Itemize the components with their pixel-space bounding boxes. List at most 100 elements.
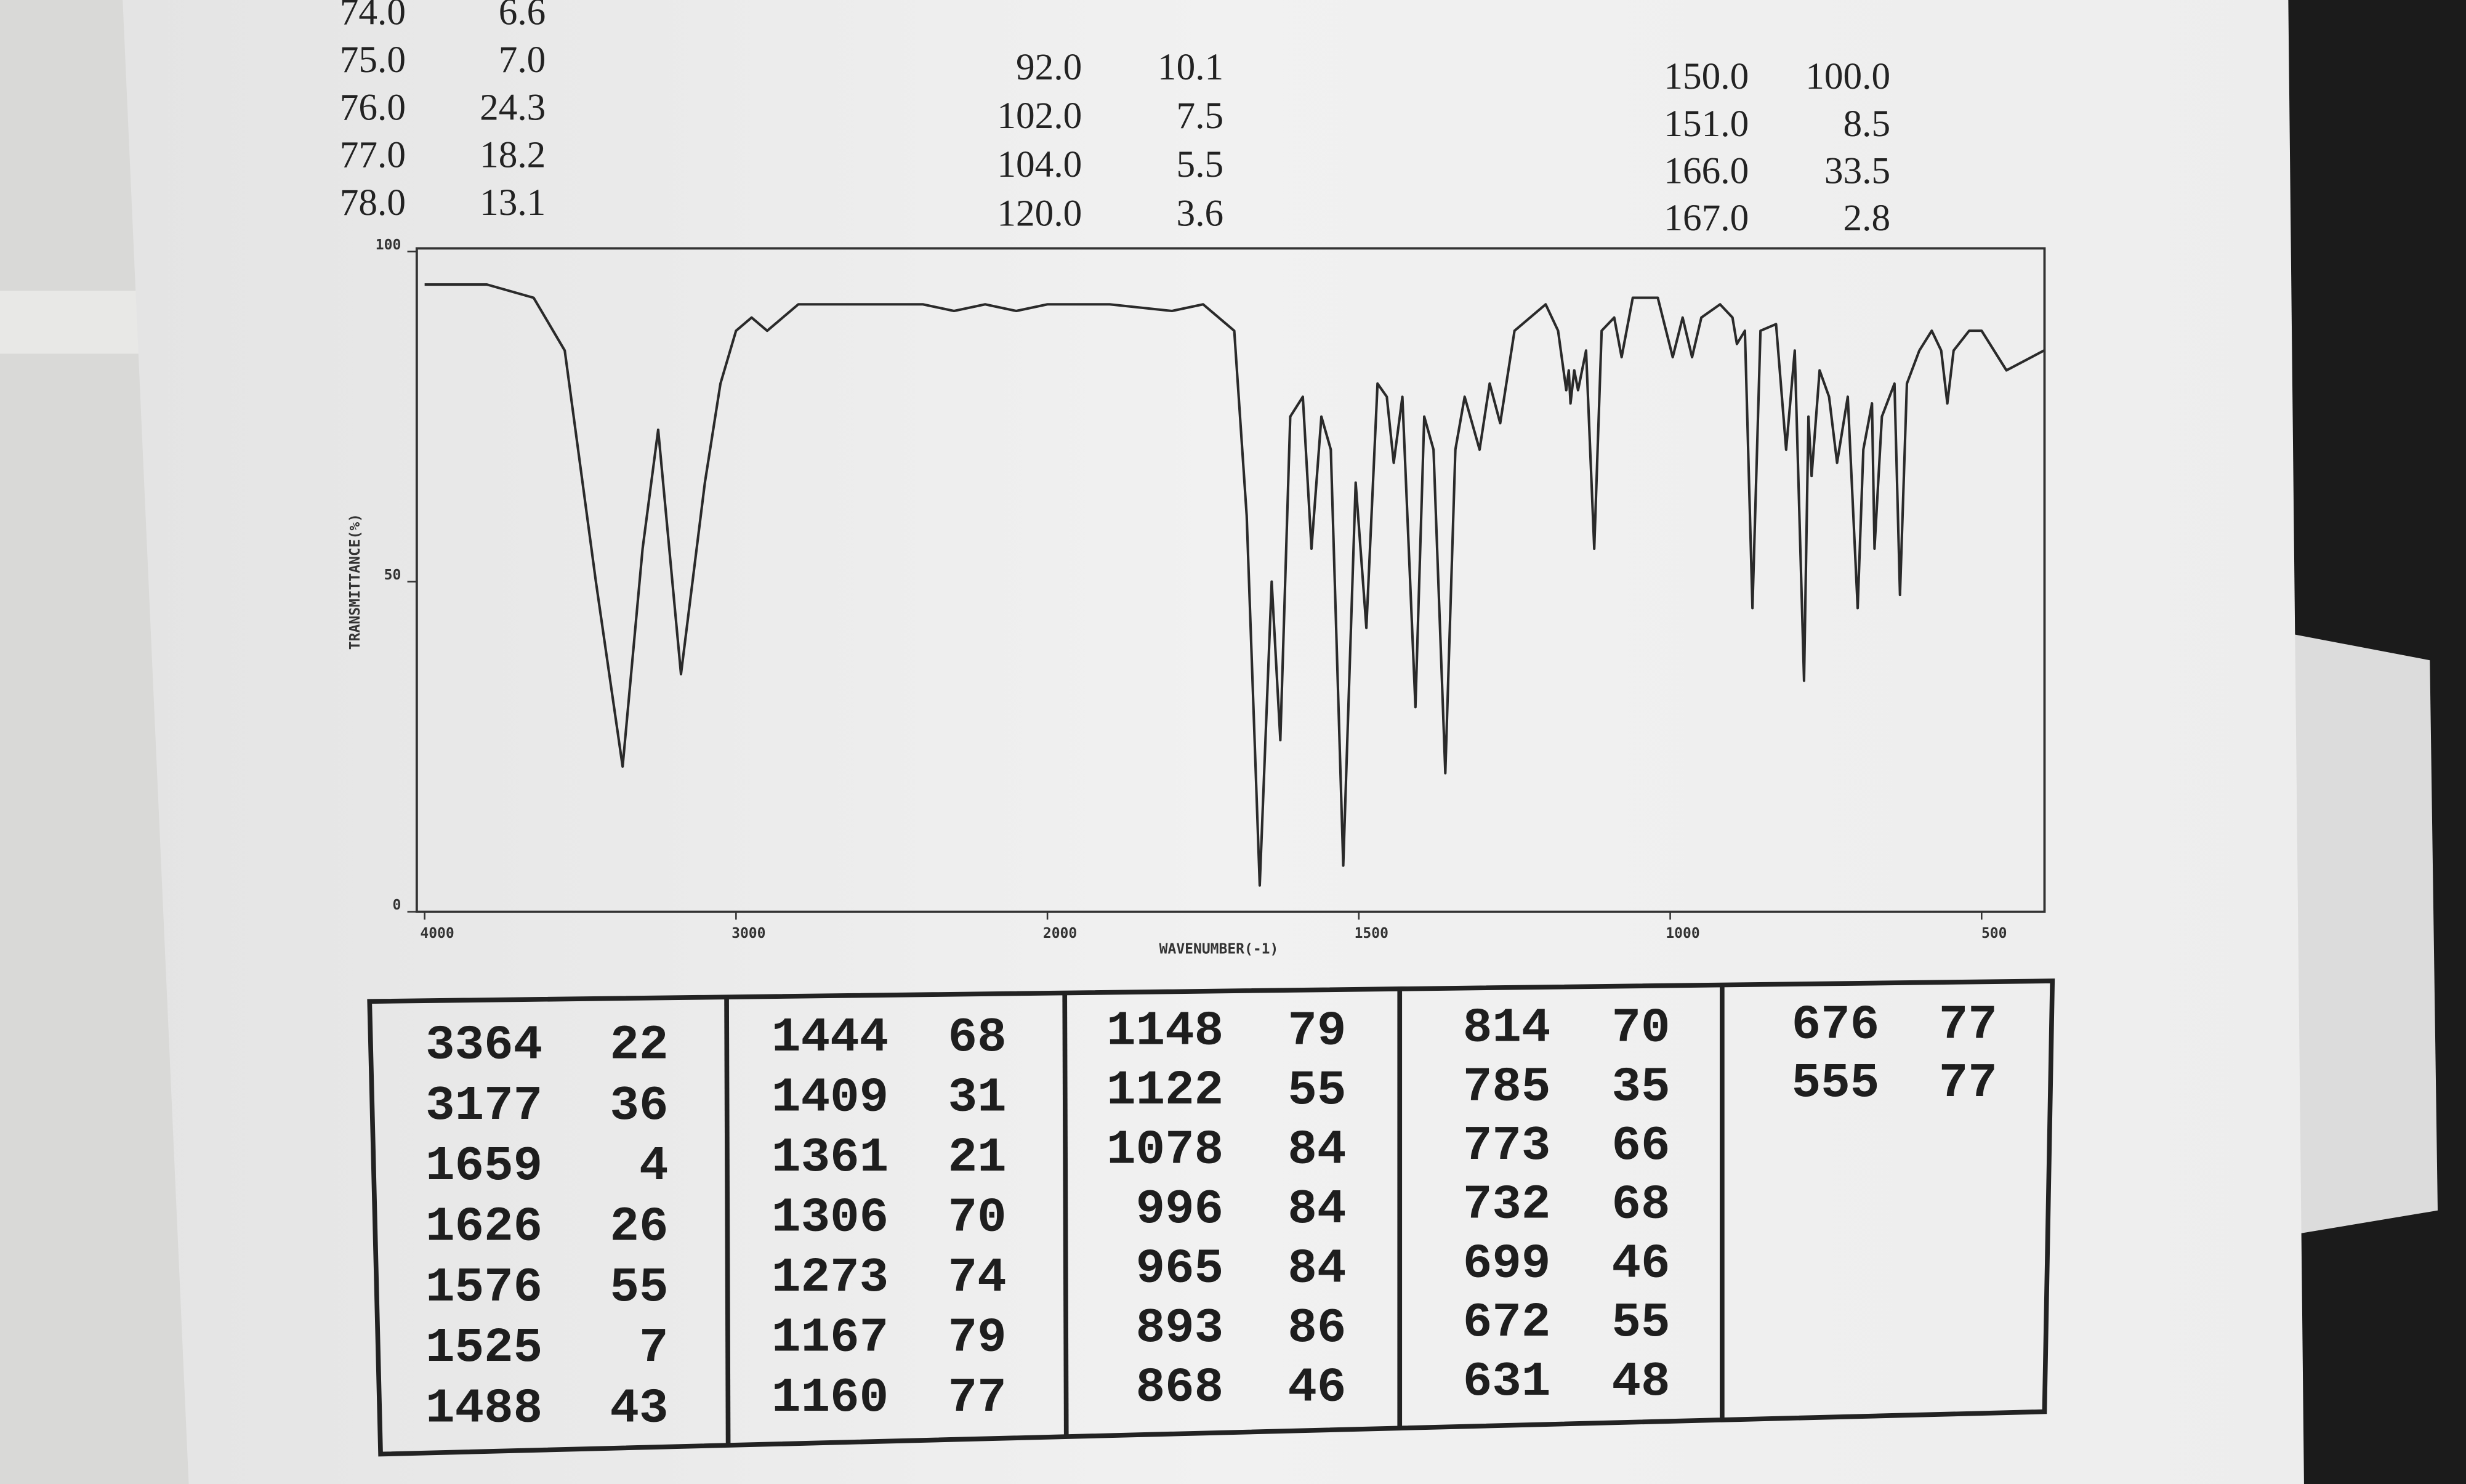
peak-transmittance: 7 — [639, 1320, 669, 1376]
peak-wavenumber: 1576 — [425, 1260, 542, 1315]
peak-wavenumber: 1306 — [772, 1190, 888, 1245]
peak-transmittance: 68 — [1612, 1177, 1670, 1233]
mz-value: 74.0 — [340, 0, 406, 33]
plot-frame — [415, 247, 2046, 913]
peak-transmittance: 84 — [1287, 1241, 1346, 1297]
peak-wavenumber: 1525 — [425, 1320, 542, 1376]
peak-transmittance: 31 — [948, 1070, 1007, 1125]
peak-wavenumber: 676 — [1792, 997, 1880, 1052]
mz-value: 120.0 — [997, 192, 1082, 234]
peak-transmittance: 74 — [948, 1250, 1007, 1305]
mz-value: 166.0 — [1664, 150, 1749, 192]
peak-wavenumber: 3177 — [425, 1078, 542, 1134]
peak-transmittance: 4 — [639, 1139, 669, 1194]
peak-transmittance: 68 — [948, 1010, 1007, 1065]
intensity-value: 24.3 — [480, 86, 546, 128]
peak-wavenumber: 1148 — [1106, 1004, 1223, 1059]
x-axis-label: WAVENUMBER(-1) — [1159, 941, 1279, 957]
peak-transmittance: 35 — [1612, 1059, 1670, 1115]
mz-value: 75.0 — [340, 39, 406, 81]
peak-wavenumber: 699 — [1463, 1236, 1551, 1292]
x-tick-label: 4000 — [420, 925, 454, 942]
peak-table-frame — [367, 978, 2055, 1457]
peak-transmittance: 70 — [1612, 1001, 1670, 1056]
mz-value: 104.0 — [997, 143, 1082, 185]
peak-wavenumber: 996 — [1136, 1182, 1224, 1237]
intensity-value: 13.1 — [480, 182, 546, 224]
peak-wavenumber: 1409 — [772, 1070, 888, 1125]
peak-transmittance: 79 — [948, 1310, 1007, 1365]
mz-value: 78.0 — [340, 182, 406, 224]
mz-value: 77.0 — [340, 134, 406, 176]
intensity-value: 7.0 — [499, 39, 546, 81]
y-axis-label: TRANSMITTANCE(%) — [347, 514, 363, 650]
peak-wavenumber: 1626 — [425, 1200, 542, 1255]
peak-transmittance: 48 — [1612, 1354, 1670, 1409]
peak-wavenumber: 814 — [1463, 1001, 1551, 1056]
peak-transmittance: 77 — [948, 1370, 1007, 1426]
peak-transmittance: 84 — [1287, 1182, 1346, 1237]
intensity-value: 2.8 — [1843, 197, 1891, 239]
peak-wavenumber: 785 — [1463, 1059, 1551, 1115]
peak-wavenumber: 3364 — [425, 1018, 542, 1073]
peak-transmittance: 70 — [948, 1190, 1007, 1245]
x-tick-label: 1500 — [1355, 925, 1388, 942]
peak-transmittance: 21 — [948, 1130, 1007, 1185]
peak-wavenumber: 1273 — [772, 1250, 888, 1305]
y-tick-label: 100 — [376, 237, 401, 253]
peak-transmittance: 46 — [1612, 1236, 1670, 1292]
peak-wavenumber: 1122 — [1106, 1063, 1223, 1118]
intensity-value: 5.5 — [1177, 143, 1224, 185]
peak-wavenumber: 1488 — [425, 1381, 542, 1436]
y-tick-label: 50 — [384, 567, 401, 583]
column-divider — [724, 996, 731, 1446]
intensity-value: 18.2 — [480, 134, 546, 176]
intensity-value: 10.1 — [1158, 46, 1223, 88]
x-tick-label: 2000 — [1043, 925, 1077, 942]
spectrum-line — [424, 283, 2045, 887]
peak-transmittance: 36 — [610, 1078, 669, 1134]
peak-wavenumber: 965 — [1136, 1241, 1224, 1297]
intensity-value: 6.6 — [499, 0, 546, 33]
peak-wavenumber: 555 — [1792, 1055, 1880, 1111]
mz-value: 150.0 — [1664, 55, 1749, 97]
intensity-value: 7.5 — [1177, 95, 1224, 137]
peak-transmittance: 84 — [1287, 1123, 1346, 1178]
mz-value: 76.0 — [340, 86, 406, 128]
x-tick-label: 500 — [1981, 925, 2007, 942]
intensity-value: 33.5 — [1824, 150, 1890, 192]
peak-wavenumber: 773 — [1463, 1118, 1551, 1174]
back-sheet — [2265, 629, 2438, 1235]
peak-wavenumber: 1167 — [772, 1310, 888, 1365]
peak-transmittance: 43 — [610, 1381, 669, 1436]
peak-transmittance: 26 — [610, 1200, 669, 1255]
peak-transmittance: 79 — [1287, 1004, 1346, 1059]
peak-wavenumber: 631 — [1463, 1354, 1551, 1409]
peak-wavenumber: 1361 — [772, 1130, 888, 1185]
intensity-value: 100.0 — [1805, 55, 1890, 97]
peak-wavenumber: 672 — [1463, 1295, 1551, 1350]
intensity-value: 8.5 — [1843, 103, 1891, 145]
peak-wavenumber: 868 — [1136, 1360, 1224, 1416]
peak-wavenumber: 1078 — [1106, 1123, 1223, 1178]
peak-transmittance: 77 — [1939, 1055, 1997, 1111]
peak-wavenumber: 893 — [1136, 1301, 1224, 1356]
peak-wavenumber: 1444 — [772, 1010, 888, 1065]
mz-value: 151.0 — [1664, 103, 1749, 145]
x-tick-label: 1000 — [1666, 925, 1699, 942]
peak-transmittance: 46 — [1287, 1360, 1346, 1416]
peak-wavenumber: 1160 — [772, 1370, 888, 1426]
peak-wavenumber: 1659 — [425, 1139, 542, 1194]
peak-wavenumber: 732 — [1463, 1177, 1551, 1233]
column-divider — [1062, 991, 1069, 1437]
peak-transmittance: 66 — [1612, 1118, 1670, 1174]
mz-value: 167.0 — [1664, 197, 1749, 239]
peak-transmittance: 55 — [610, 1260, 669, 1315]
mz-value: 92.0 — [1016, 46, 1082, 88]
peak-transmittance: 77 — [1939, 997, 1997, 1052]
mz-value: 102.0 — [997, 95, 1082, 137]
peak-transmittance: 22 — [610, 1018, 669, 1073]
peak-transmittance: 55 — [1287, 1063, 1346, 1118]
